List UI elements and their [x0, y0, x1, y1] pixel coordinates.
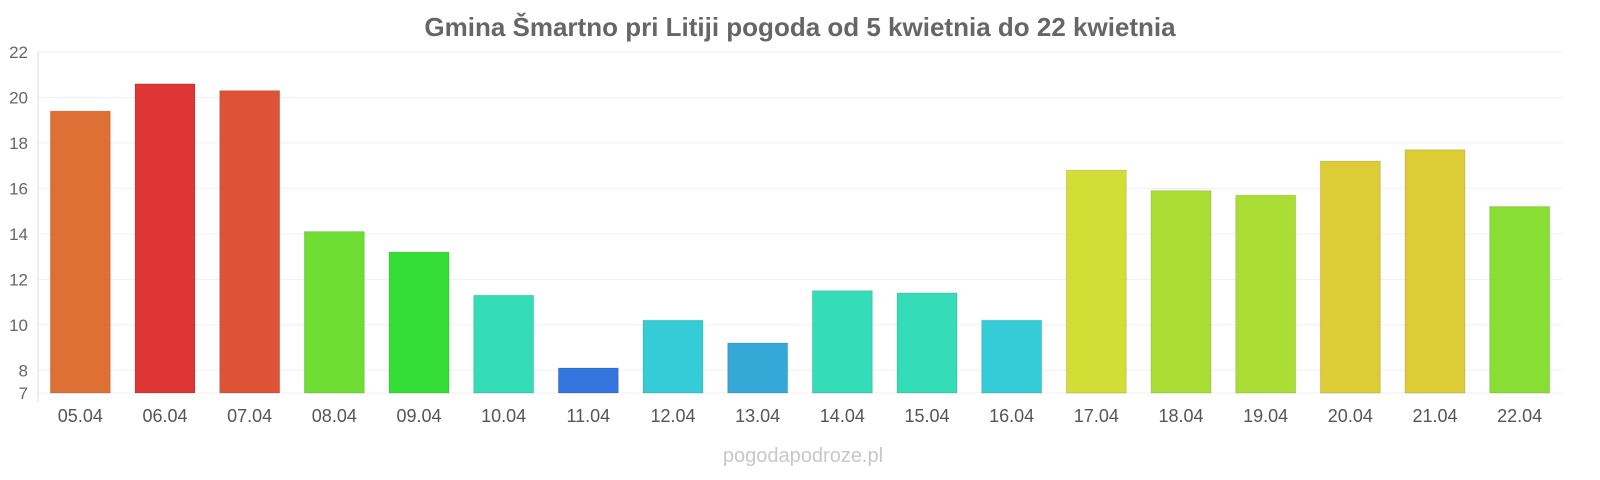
bar-17.04	[1065, 169, 1127, 394]
bar-05.04	[49, 110, 111, 394]
bar-20.04	[1319, 160, 1381, 394]
x-tick-label: 18.04	[1158, 406, 1203, 426]
x-tick-label: 13.04	[735, 406, 780, 426]
y-tick-label: 12	[9, 270, 28, 289]
x-tick-label: 20.04	[1328, 406, 1373, 426]
bar-16.04	[981, 319, 1043, 394]
watermark: pogodapodroze.pl	[723, 445, 883, 467]
bar-11.04	[557, 367, 619, 394]
gridlines	[38, 51, 1562, 394]
bar-15.04	[896, 292, 958, 394]
bars	[49, 83, 1551, 394]
y-tick-label: 8	[19, 361, 28, 380]
x-axis: 05.04 06.04 07.04 08.04 09.04 10.04 11.04 12.04…	[58, 406, 1542, 426]
x-tick-label: 10.04	[481, 406, 526, 426]
x-tick-label: 16.04	[989, 406, 1034, 426]
bar-18.04	[1150, 190, 1212, 394]
y-tick-label: 20	[9, 88, 28, 107]
bar-12.04	[642, 319, 704, 394]
y-tick-label: 18	[9, 134, 28, 153]
x-tick-label: 09.04	[396, 406, 441, 426]
x-tick-label: 05.04	[58, 406, 103, 426]
x-tick-label: 11.04	[566, 406, 610, 426]
bar-21.04	[1404, 149, 1466, 394]
y-tick-label: 7	[19, 384, 28, 403]
y-tick-label: 22	[9, 43, 28, 62]
chart-title: Gmina Šmartno pri Litiji pogoda od 5 kwi…	[424, 12, 1176, 42]
x-tick-label: 17.04	[1074, 406, 1119, 426]
bar-22.04	[1489, 206, 1551, 394]
x-tick-label: 06.04	[142, 406, 187, 426]
y-axis: 7 8 10 12 14 16 18 20 22	[9, 43, 39, 403]
bar-14.04	[811, 290, 873, 394]
x-tick-label: 19.04	[1243, 406, 1288, 426]
x-tick-label: 21.04	[1412, 406, 1457, 426]
bar-13.04	[727, 342, 789, 394]
y-tick-label: 10	[9, 316, 28, 335]
bar-07.04	[219, 90, 281, 394]
bar-10.04	[473, 294, 535, 394]
x-tick-label: 22.04	[1497, 406, 1542, 426]
x-tick-label: 15.04	[904, 406, 949, 426]
bar-09.04	[388, 251, 450, 394]
y-tick-label: 16	[9, 179, 28, 198]
x-tick-label: 14.04	[820, 406, 865, 426]
bar-08.04	[303, 231, 365, 394]
x-tick-label: 12.04	[650, 406, 695, 426]
bar-19.04	[1235, 194, 1297, 394]
bar-06.04	[134, 83, 196, 394]
y-tick-label: 14	[9, 225, 28, 244]
x-tick-label: 08.04	[312, 406, 357, 426]
x-tick-label: 07.04	[227, 406, 272, 426]
